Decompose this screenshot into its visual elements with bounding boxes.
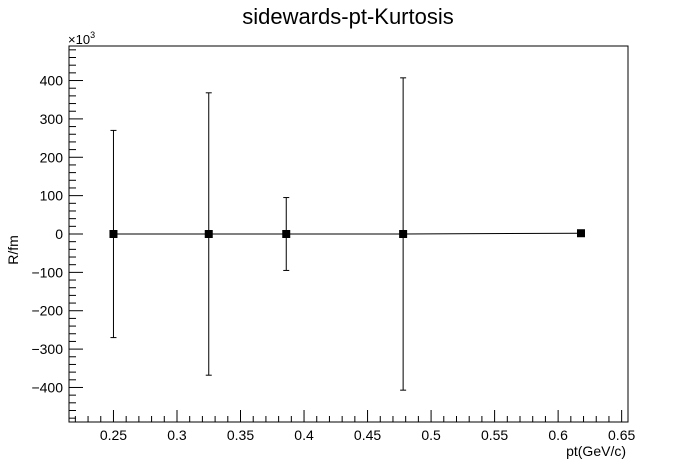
data-point bbox=[109, 230, 118, 238]
y-tick-label: −200 bbox=[31, 303, 63, 319]
x-tick-label: 0.55 bbox=[481, 427, 508, 443]
y-tick-label: 300 bbox=[40, 111, 64, 127]
y-tick-label: 400 bbox=[40, 73, 64, 89]
data-point bbox=[576, 229, 585, 238]
y-tick-label: 200 bbox=[40, 149, 64, 165]
y-axis: −400 −300 −200 −100 0 100 200 300 400 bbox=[31, 49, 83, 419]
data-series bbox=[109, 77, 585, 391]
y-multiplier-label: ×103 bbox=[68, 30, 95, 47]
x-tick-label: 0.25 bbox=[100, 427, 127, 443]
x-tick-label: 0.65 bbox=[608, 427, 635, 443]
x-tick-label: 0.3 bbox=[167, 427, 187, 443]
chart-title: sidewards-pt-Kurtosis bbox=[242, 4, 454, 29]
y-multiplier-exponent: 3 bbox=[90, 30, 95, 40]
x-tick-label: 0.45 bbox=[354, 427, 381, 443]
x-axis-title: pt(GeV/c) bbox=[566, 443, 626, 459]
y-tick-label: 0 bbox=[55, 226, 63, 242]
y-tick-label: −300 bbox=[31, 341, 63, 357]
x-axis: 0.25 0.3 0.35 0.4 0.45 0.5 0.55 0.6 0.65 bbox=[74, 410, 635, 443]
data-point bbox=[204, 230, 213, 238]
y-axis-title: R/fm bbox=[5, 235, 21, 265]
data-point bbox=[282, 230, 291, 238]
x-tick-label: 0.5 bbox=[421, 427, 441, 443]
x-tick-label: 0.35 bbox=[227, 427, 254, 443]
series-line bbox=[113, 232, 581, 235]
y-tick-label: 100 bbox=[40, 188, 64, 204]
y-multiplier-base: ×10 bbox=[68, 32, 90, 47]
y-tick-label: −400 bbox=[31, 379, 63, 395]
data-point bbox=[399, 230, 408, 238]
y-tick-label: −100 bbox=[31, 264, 63, 280]
x-tick-label: 0.4 bbox=[294, 427, 314, 443]
x-tick-label: 0.6 bbox=[548, 427, 568, 443]
